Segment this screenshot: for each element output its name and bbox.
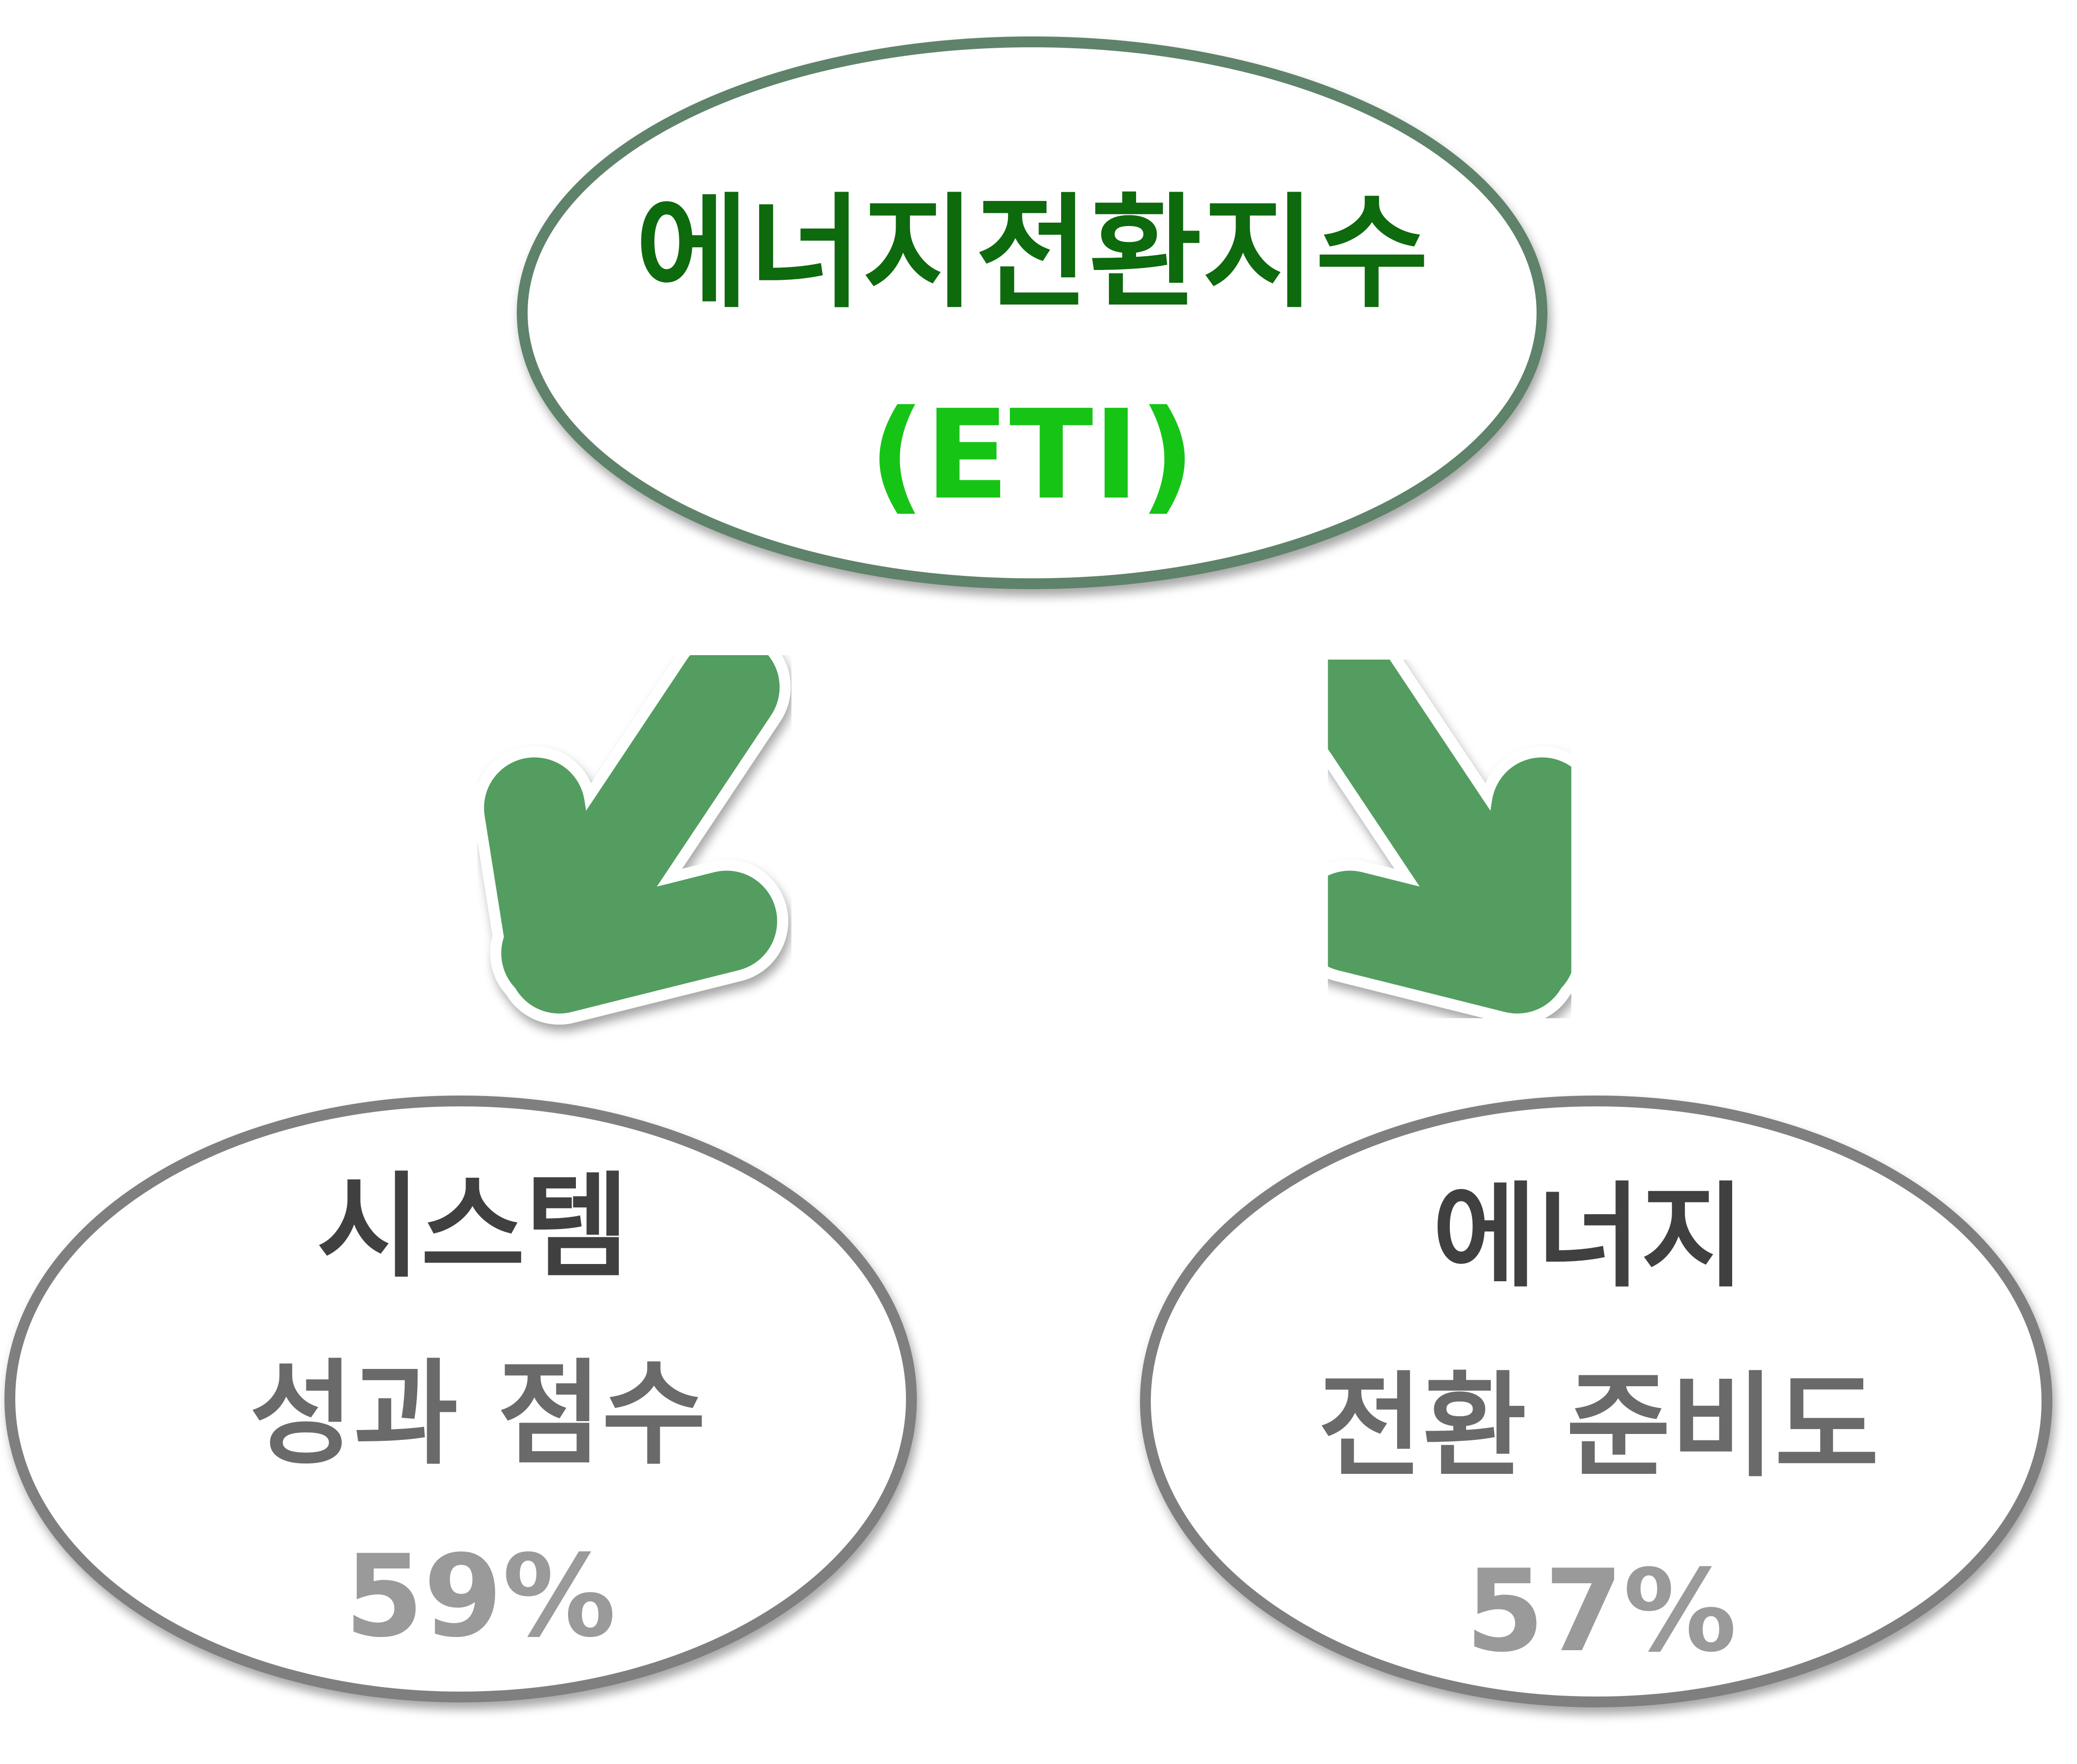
left-node-value: 59% [345, 1531, 616, 1663]
left-node-ellipse [4, 1096, 917, 1702]
arrow-down-left [473, 626, 791, 1025]
right-node-value: 57% [1466, 1546, 1737, 1677]
top-node-subtitle: (ETI) [869, 383, 1196, 527]
left-node [4, 1096, 917, 1702]
right-node [1140, 1096, 2052, 1707]
top-node [517, 36, 1547, 589]
right-node-ellipse [1140, 1096, 2052, 1707]
arrow-down-right [1286, 626, 1604, 1025]
right-node-subtitle: 전환 준비도 [1318, 1361, 1879, 1493]
top-node-title: 에너지전환지수 [636, 181, 1429, 325]
right-node-title: 에너지 [1433, 1171, 1745, 1303]
left-node-subtitle: 성과 점수 [250, 1349, 706, 1480]
top-node-ellipse [517, 36, 1547, 589]
left-node-title: 시스템 [317, 1162, 630, 1293]
